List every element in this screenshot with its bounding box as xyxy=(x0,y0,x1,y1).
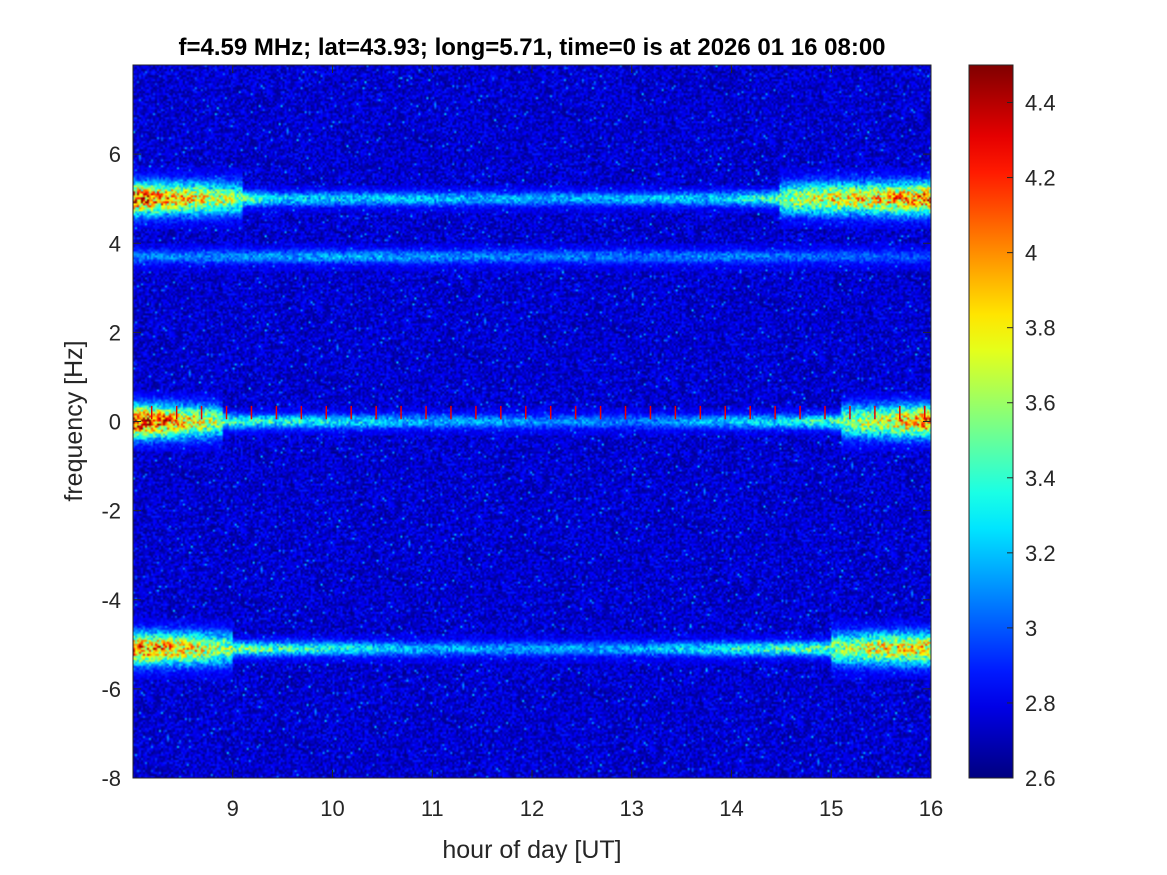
colorbar-tick-label: 3.4 xyxy=(1025,466,1056,491)
y-tick-label: -2 xyxy=(101,499,121,524)
colorbar-tick-label: 2.8 xyxy=(1025,691,1056,716)
y-tick-label: 6 xyxy=(109,142,121,167)
colorbar-tick-label: 2.6 xyxy=(1025,766,1056,791)
x-tick-label: 9 xyxy=(227,796,239,821)
y-tick-label: 0 xyxy=(109,410,121,435)
colorbar xyxy=(968,64,1014,779)
y-axis-label: frequency [Hz] xyxy=(60,340,88,501)
colorbar-ticks: 2.6 2.8 3 3.2 3.4 3.6 3.8 4 4.2 4.4 xyxy=(1007,91,1056,791)
colorbar-tick-label: 3.6 xyxy=(1025,391,1056,416)
marker-row xyxy=(150,405,926,420)
colorbar-tick-label: 3.2 xyxy=(1025,541,1056,566)
x-tick-label: 13 xyxy=(620,796,644,821)
spectrogram-heatmap xyxy=(133,65,931,778)
y-tick-label: -4 xyxy=(101,588,121,613)
y-tick-label: 4 xyxy=(109,231,121,256)
colorbar-tick-label: 4.2 xyxy=(1025,166,1056,191)
x-tick-label: 11 xyxy=(421,796,444,821)
y-tick-label: -8 xyxy=(101,766,121,791)
y-tick-label: 2 xyxy=(109,320,121,345)
y-tick-label: -6 xyxy=(101,677,121,702)
x-tick-label: 10 xyxy=(320,796,344,821)
colorbar-tick-label: 3 xyxy=(1025,616,1037,641)
x-tick-label: 15 xyxy=(819,796,843,821)
x-axis-ticks: 9 10 11 12 13 14 15 16 xyxy=(227,65,943,821)
x-tick-label: 14 xyxy=(719,796,743,821)
x-tick-label: 12 xyxy=(520,796,544,821)
x-tick-label: 16 xyxy=(919,796,943,821)
colorbar-tick-label: 3.8 xyxy=(1025,316,1056,341)
colorbar-tick-label: 4.4 xyxy=(1025,91,1056,116)
colorbar-tick-label: 4 xyxy=(1025,241,1037,266)
chart-title: f=4.59 MHz; lat=43.93; long=5.71, time=0… xyxy=(178,34,885,61)
y-axis-ticks: -8 -6 -4 -2 0 2 4 6 xyxy=(101,142,931,791)
x-axis-label: hour of day [UT] xyxy=(442,836,621,864)
